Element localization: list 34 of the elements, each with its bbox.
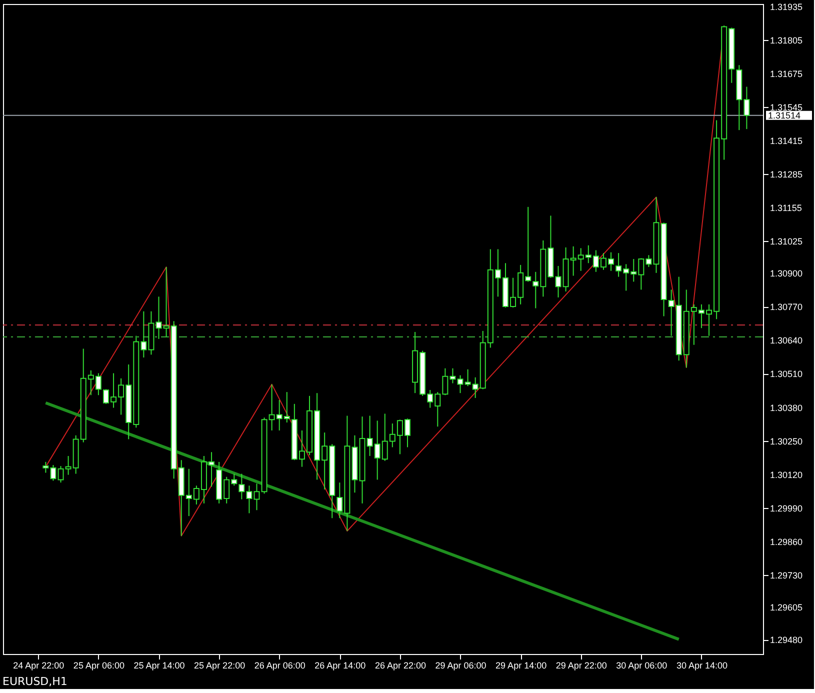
- y-tick-label: 1.29605: [770, 602, 803, 613]
- y-tick-label: 1.30770: [770, 302, 803, 312]
- y-tick-label: 1.29480: [770, 634, 803, 645]
- x-tick-label: 25 Apr 22:00: [194, 660, 246, 670]
- y-tick-label: 1.31025: [770, 236, 803, 246]
- y-tick-label: 1.31415: [770, 136, 803, 146]
- y-tick-label: 1.31935: [770, 2, 803, 12]
- x-tick-label: 29 Apr 22:00: [556, 660, 607, 670]
- y-tick-label: 1.30250: [770, 436, 803, 446]
- y-tick-label: 1.31155: [770, 202, 802, 213]
- y-tick-label: 1.30640: [770, 336, 803, 346]
- y-tick-label: 1.31675: [770, 68, 803, 79]
- y-tick-label: 1.29730: [770, 570, 803, 580]
- x-tick-label: 25 Apr 14:00: [134, 660, 185, 670]
- text: EURUSD,H1: [2, 675, 68, 688]
- y-tick-label: 1.31545: [770, 102, 803, 112]
- x-tick-label: 30 Apr 14:00: [676, 660, 728, 670]
- y-tick-label: 1.29860: [770, 536, 803, 547]
- x-tick-label: 29 Apr 14:00: [496, 660, 547, 670]
- x-tick-label: 25 Apr 06:00: [73, 660, 124, 670]
- y-tick-label: 1.29990: [770, 503, 803, 514]
- x-tick-label: 26 Apr 22:00: [374, 660, 426, 670]
- ref-line-label: 1.31514: [768, 110, 801, 120]
- x-tick-label: 29 Apr 06:00: [435, 660, 486, 670]
- y-tick-label: 1.30380: [770, 402, 803, 413]
- x-tick-label: 26 Apr 14:00: [314, 660, 366, 670]
- y-tick-label: 1.31805: [770, 35, 803, 46]
- y-tick-label: 1.30510: [770, 369, 803, 380]
- x-tick-label: 30 Apr 06:00: [616, 660, 668, 670]
- y-tick-label: 1.31285: [770, 169, 803, 180]
- y-tick-label: 1.30120: [770, 470, 803, 480]
- y-tick-label: 1.30900: [770, 268, 803, 279]
- x-tick-label: 24 Apr 22:00: [13, 660, 64, 670]
- x-tick-label: 26 Apr 06:00: [254, 660, 306, 670]
